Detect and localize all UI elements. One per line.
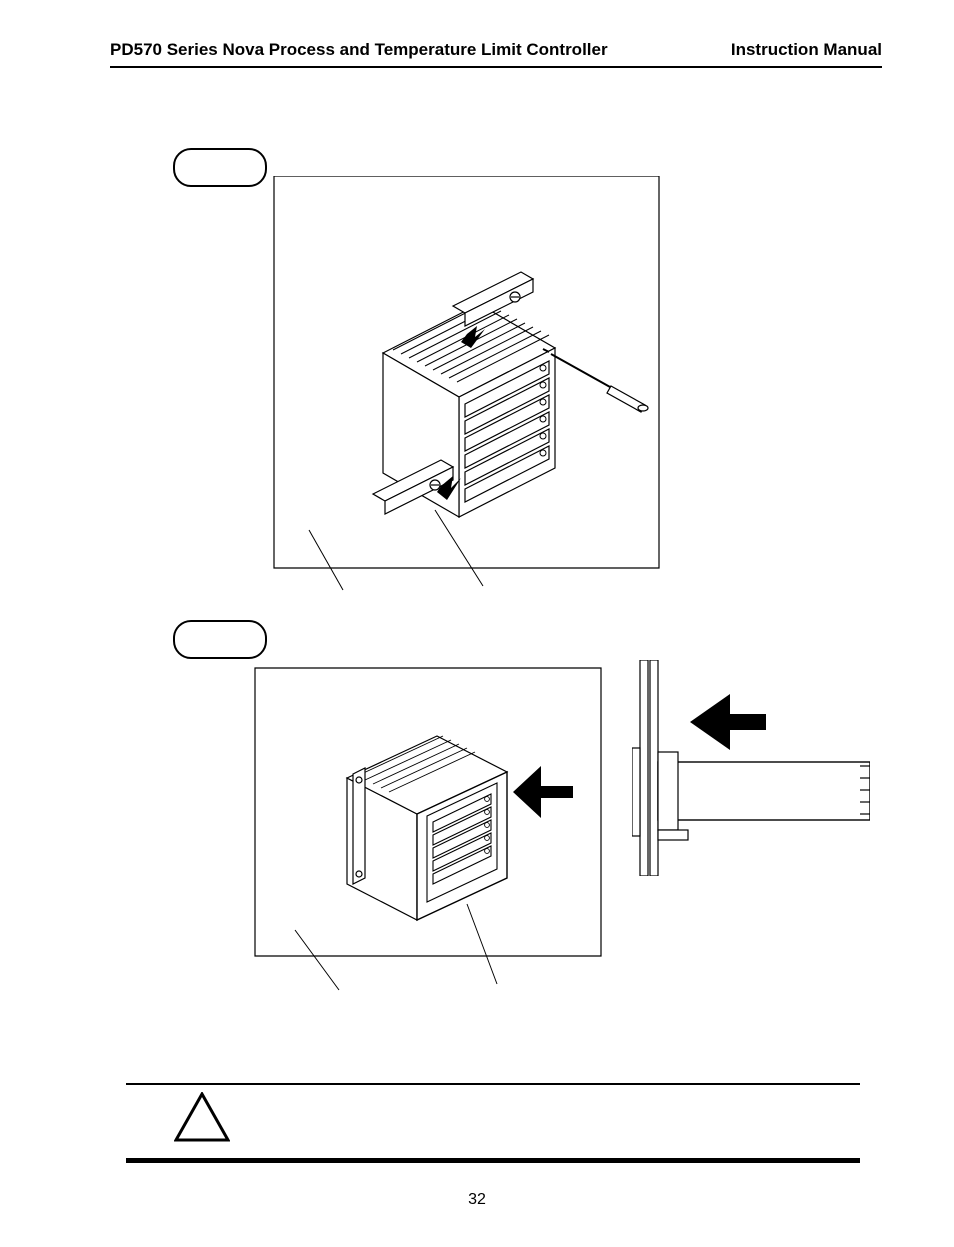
- step-2-pill: [173, 620, 267, 659]
- header-rule: [110, 66, 882, 68]
- header-left: PD570 Series Nova Process and Temperatur…: [110, 40, 608, 60]
- figure-bottom-left: [241, 664, 627, 1018]
- figure-bottom-right: [632, 660, 870, 876]
- caution-box: [126, 1084, 860, 1163]
- caution-triangle-icon: [174, 1092, 230, 1142]
- figure-top: [253, 176, 677, 616]
- header-right: Instruction Manual: [731, 40, 882, 60]
- page-number: 32: [0, 1191, 954, 1209]
